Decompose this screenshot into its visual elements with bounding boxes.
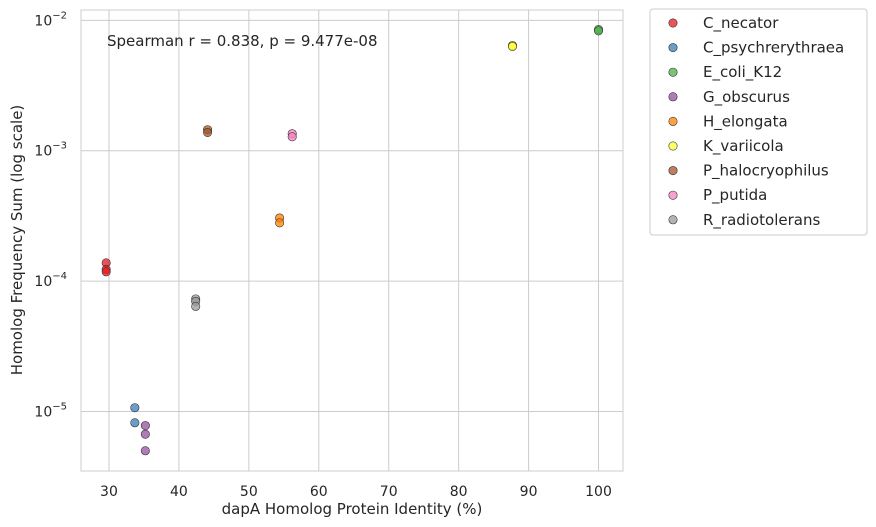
legend-marker (668, 190, 678, 200)
data-point-G_obscurus (140, 429, 150, 439)
legend-label: E_coli_K12 (703, 63, 782, 82)
legend-item: E_coli_K12 (668, 63, 782, 82)
legend-item: G_obscurus (668, 88, 790, 107)
data-point-E_coli_K12 (594, 26, 604, 36)
spearman-annotation: Spearman r = 0.838, p = 9.477e-08 (107, 32, 378, 50)
plot-area-frame (80, 9, 624, 472)
legend-label: R_radiotolerans (703, 211, 820, 230)
legend-label: G_obscurus (703, 88, 790, 107)
legend-label: H_elongata (703, 112, 788, 131)
legend-marker (668, 166, 678, 176)
legend-item: P_putida (668, 186, 767, 205)
x-tick-label: 90 (520, 484, 538, 500)
x-tick-label: 80 (450, 484, 468, 500)
data-point-G_obscurus (140, 446, 150, 456)
legend-item: H_elongata (668, 112, 788, 131)
x-tick-label: 50 (240, 484, 258, 500)
data-point-H_elongata (275, 218, 285, 228)
data-point-C_necator (101, 267, 111, 277)
legend-label: P_putida (703, 186, 767, 205)
grid-lines (81, 10, 623, 471)
legend-item: R_radiotolerans (668, 211, 820, 230)
legend-label: C_necator (703, 14, 779, 33)
data-point-G_obscurus (140, 421, 150, 431)
data-point-R_radiotolerans (191, 301, 201, 311)
data-point-P_halocryophilus (203, 127, 213, 137)
legend-item: C_necator (668, 14, 779, 33)
legend-marker (668, 67, 678, 77)
legend-marker (668, 215, 678, 225)
y-tick-label: 10−3 (34, 141, 67, 160)
x-axis-label: dapA Homolog Protein Identity (%) (222, 500, 483, 518)
data-point-C_psychrerythraea (130, 418, 140, 428)
data-point-K_variicola (508, 41, 518, 51)
y-axis-label: Homolog Frequency Sum (log scale) (8, 105, 26, 376)
legend: C_necator C_psychrerythraea E_coli_K12 G_ob… (649, 8, 868, 236)
legend-marker (668, 116, 678, 126)
legend-marker (668, 141, 678, 151)
legend-item: C_psychrerythraea (668, 39, 844, 58)
legend-marker (668, 43, 678, 53)
x-tick-labels: 30 40 50 60 70 80 90 100 (100, 484, 612, 500)
legend-frame (649, 8, 868, 236)
data-point-C_psychrerythraea (130, 403, 140, 413)
x-tick-label: 70 (380, 484, 398, 500)
legend-label: P_halocryophilus (703, 162, 829, 181)
x-tick-label: 30 (100, 484, 118, 500)
legend-item: P_halocryophilus (668, 162, 829, 181)
legend-item: K_variicola (668, 137, 784, 156)
x-tick-label: 40 (170, 484, 188, 500)
y-tick-label: 10−5 (34, 402, 67, 421)
y-tick-labels: 10−5 10−4 10−3 10−2 (34, 10, 67, 420)
y-tick-label: 10−2 (34, 10, 67, 29)
x-tick-label: 60 (310, 484, 328, 500)
legend-label: C_psychrerythraea (703, 39, 844, 58)
legend-marker (668, 18, 678, 28)
legend-marker (668, 92, 678, 102)
data-point-P_putida (287, 132, 297, 142)
data-points (101, 25, 604, 456)
y-tick-label: 10−4 (34, 271, 67, 290)
x-tick-label: 100 (585, 484, 612, 500)
legend-label: K_variicola (703, 137, 784, 156)
